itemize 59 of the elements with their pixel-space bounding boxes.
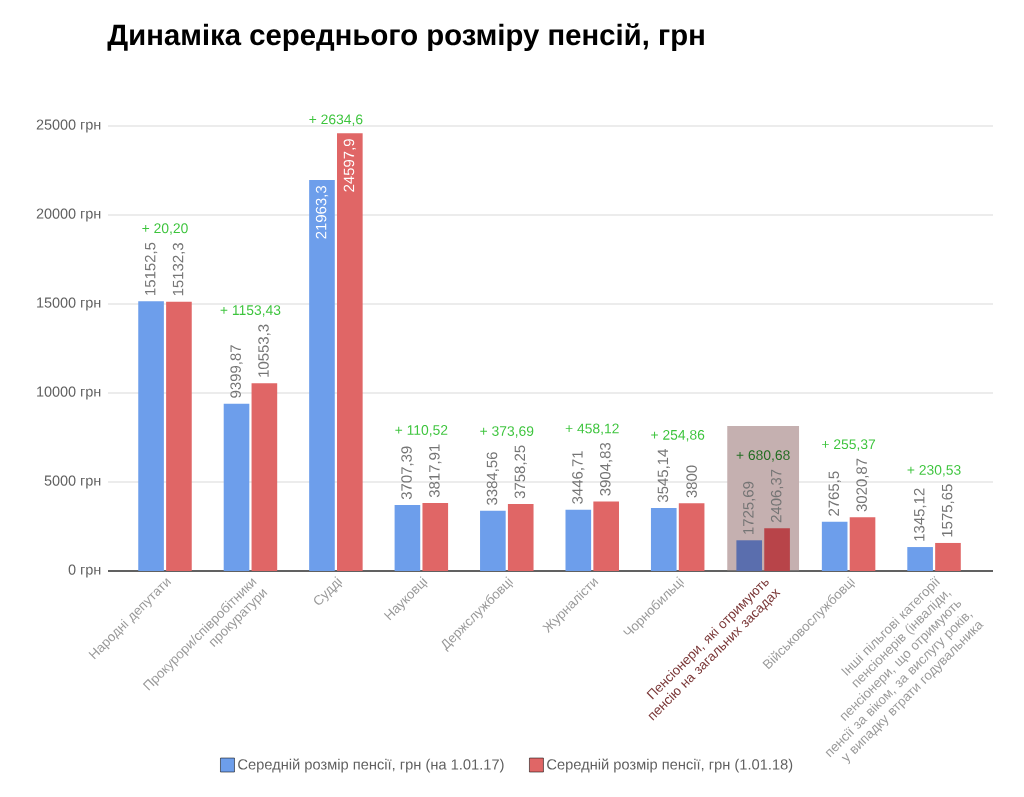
data-label: 3800: [686, 465, 697, 498]
data-label: 9399,87: [230, 345, 243, 398]
bar: [736, 540, 763, 571]
bar: [337, 133, 363, 571]
annotation: + 230,53: [907, 465, 961, 477]
y-tick-label: 20000 грн: [36, 208, 101, 222]
bar: [422, 503, 449, 571]
data-label: 1575,65: [941, 484, 955, 537]
bar: [480, 510, 506, 571]
annotation: + 110,52: [395, 425, 448, 437]
bar: [394, 505, 421, 571]
data-label: 10553,3: [258, 324, 271, 377]
bar: [507, 504, 534, 571]
bar: [223, 403, 250, 571]
y-tick-label: 5000 грн: [44, 475, 101, 489]
legend-label: Середній розмір пенсії, грн (на 1.01.17): [238, 758, 504, 773]
y-tick-label: 0 грн: [68, 564, 101, 578]
annotation: + 458,12: [565, 423, 619, 436]
bar: [309, 180, 335, 571]
bar: [821, 521, 848, 571]
data-label: 15152,5: [144, 242, 158, 295]
bar: [764, 528, 790, 571]
bar: [849, 517, 876, 571]
data-label: 3817,91: [429, 444, 442, 498]
legend-label: Середній розмір пенсії, грн (1.01.18): [547, 758, 793, 773]
data-label: 3758,25: [514, 445, 527, 499]
bar: [593, 501, 619, 571]
y-tick-label: 25000 грн: [36, 119, 101, 133]
data-label: 2765,5: [828, 471, 841, 516]
annotation: + 20,20: [142, 223, 188, 235]
data-label: 21963,3: [315, 185, 329, 239]
text: + 2634,6: [309, 114, 363, 126]
annotation: + 255,37: [822, 439, 876, 451]
data-label: 15132,3: [172, 243, 186, 296]
data-label: 3707,39: [401, 446, 414, 500]
bar: [935, 542, 961, 571]
data-label: 24597,9: [343, 139, 356, 192]
bar: [166, 301, 192, 571]
data-label: 3904,83: [600, 442, 613, 496]
y-tick-label: 15000 грн: [37, 297, 101, 311]
bar: [907, 547, 933, 571]
bar: [678, 503, 705, 571]
data-label: 3020,87: [856, 458, 869, 512]
data-label: 1725,69: [743, 481, 756, 534]
bar: [251, 383, 278, 571]
annotation: + 373,69: [480, 426, 534, 438]
y-tick-label: 10000 грн: [37, 386, 101, 400]
data-label: 3384,56: [486, 452, 500, 505]
chart-title: Динаміка середнього розміру пенсій, грн: [107, 23, 704, 52]
annotation: + 254,86: [651, 429, 705, 442]
annotation: + 1153,43: [220, 305, 281, 317]
bar: [138, 301, 164, 571]
data-label: 3545,14: [657, 449, 670, 503]
bar: [565, 509, 592, 571]
data-label: 3446,71: [572, 451, 585, 504]
data-label: 1345,12: [913, 488, 927, 541]
annotation: + 680,68: [736, 450, 790, 462]
bar: [650, 507, 677, 571]
data-label: 2406,37: [770, 469, 784, 523]
